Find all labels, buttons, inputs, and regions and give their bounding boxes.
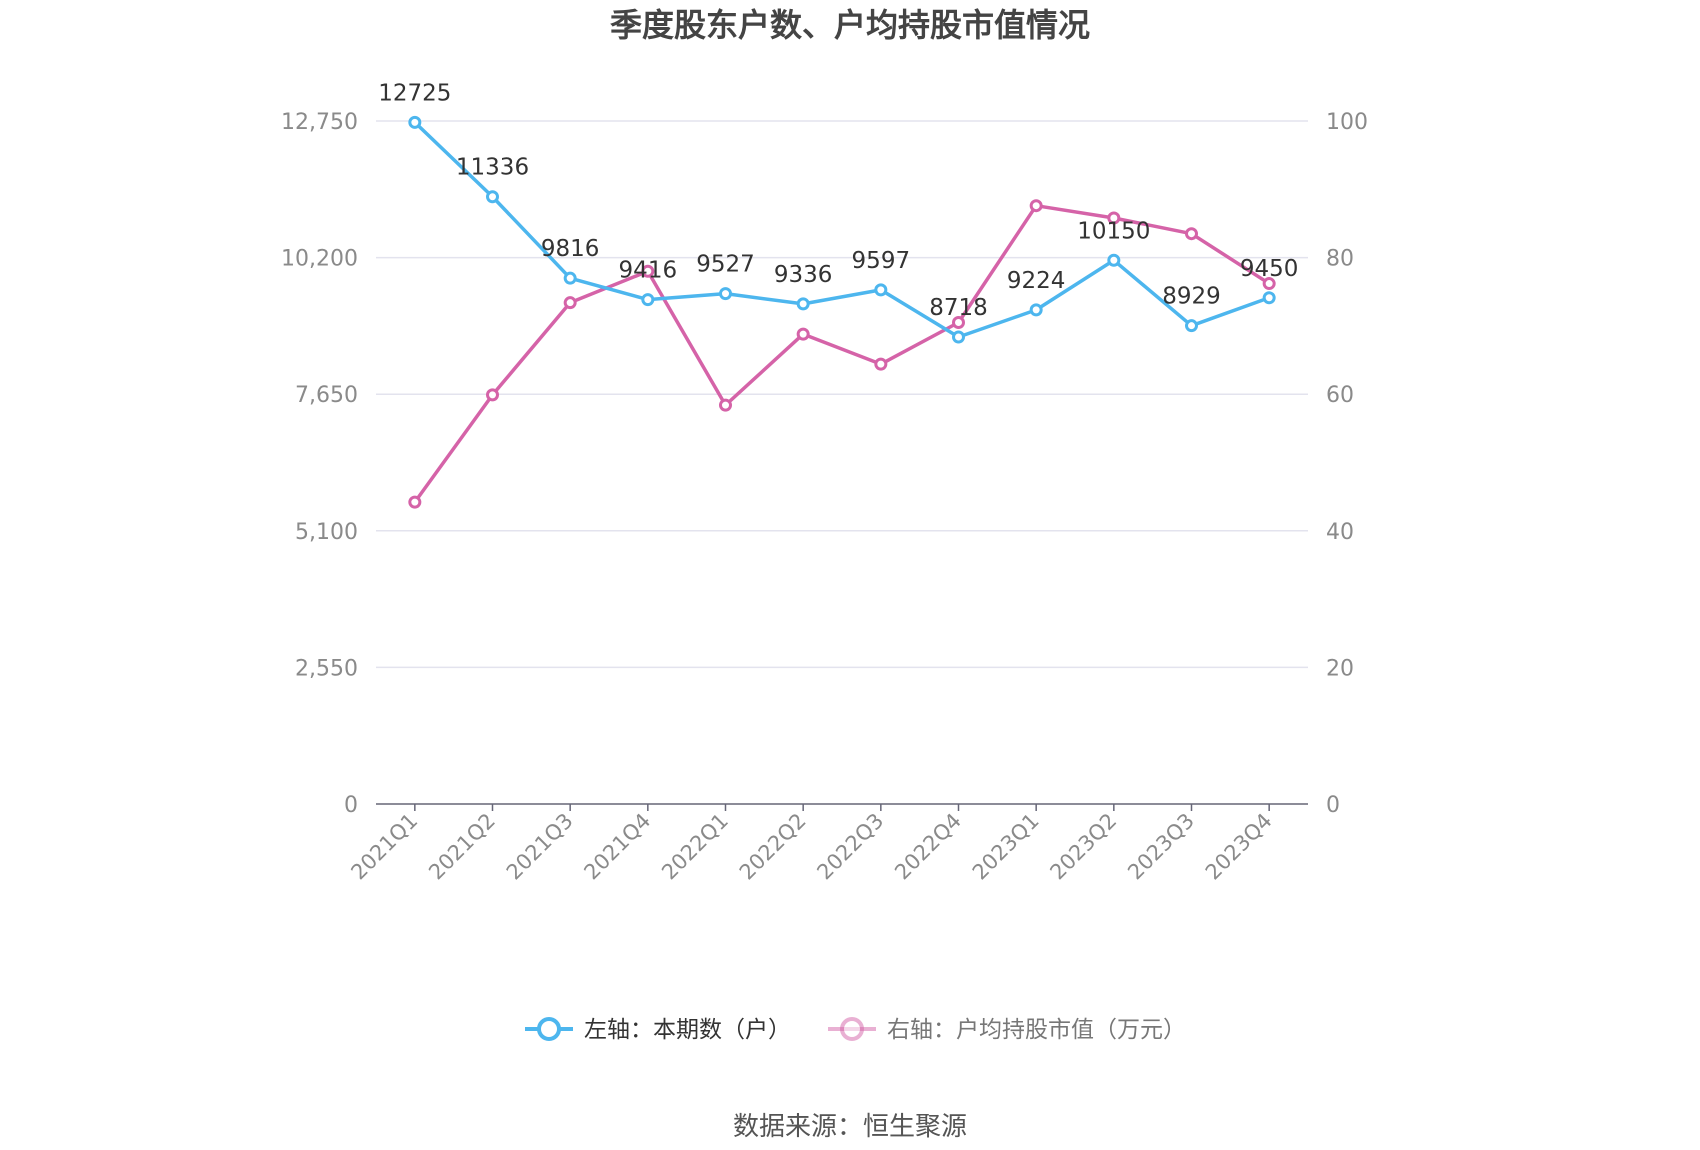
series-left-point — [952, 330, 965, 344]
y-left-tick-label: 2,550 — [295, 656, 358, 681]
legend-item-left[interactable]: 左轴：本期数（户） — [525, 1017, 791, 1043]
series-left-point — [563, 271, 577, 285]
y-left-tick-label: 12,750 — [281, 110, 358, 135]
data-label: 8929 — [1162, 284, 1221, 310]
data-label: 9224 — [1007, 268, 1066, 294]
legend-label-left: 左轴：本期数（户） — [584, 1017, 791, 1043]
y-right-tick-label: 80 — [1326, 247, 1354, 272]
data-labels: 12725 11336 9816 9416 9527 9336 9597 8718 9224 10… — [378, 80, 1298, 321]
data-label: 10150 — [1077, 218, 1150, 244]
x-tick-label: 2021Q1 — [346, 809, 422, 885]
series-right-point — [1185, 227, 1198, 241]
series-right-line — [413, 203, 1271, 504]
series-left-point — [641, 293, 655, 307]
x-tick-label: 2023Q1 — [968, 809, 1044, 885]
data-label: 12725 — [378, 80, 451, 106]
series-left-point — [408, 115, 422, 129]
y-left-tick-label: 0 — [344, 793, 358, 818]
data-label: 9416 — [619, 258, 678, 284]
series-left — [408, 115, 1276, 344]
series-right-point — [1107, 211, 1121, 225]
data-label: 8718 — [929, 295, 988, 321]
series-left-point — [1029, 303, 1043, 317]
x-tick-label: 2022Q2 — [735, 809, 811, 885]
data-label: 9597 — [852, 248, 911, 274]
series-right-point — [1262, 277, 1276, 291]
series-left-point — [874, 283, 888, 297]
y-right-tick-label: 100 — [1326, 110, 1368, 135]
series-right-point — [719, 398, 732, 412]
x-tick-label: 2023Q4 — [1201, 809, 1277, 885]
series-right — [408, 199, 1276, 509]
series-left-point — [1262, 291, 1276, 305]
data-source: 数据来源：恒生聚源 — [733, 1112, 967, 1142]
x-tick-label: 2022Q1 — [657, 809, 733, 885]
series-right-point — [408, 495, 422, 509]
legend[interactable]: 左轴：本期数（户） 右轴：户均持股市值（万元） — [525, 1017, 1186, 1043]
x-tick-label: 2023Q2 — [1045, 809, 1121, 885]
x-tick-label: 2022Q3 — [812, 809, 888, 885]
chart-title: 季度股东户数、户均持股市值情况 — [610, 6, 1090, 44]
x-tick-label: 2022Q4 — [890, 809, 966, 885]
series-right-point — [641, 264, 655, 278]
x-tick-label: 2021Q3 — [502, 809, 578, 885]
y-right-tick-label: 20 — [1326, 656, 1354, 681]
legend-item-right[interactable]: 右轴：户均持股市值（万元） — [828, 1017, 1186, 1043]
series-left-point — [719, 287, 732, 301]
series-right-point — [486, 388, 499, 402]
grid-lines — [376, 120, 1308, 669]
series-right-point — [952, 315, 965, 329]
data-label: 11336 — [456, 155, 529, 181]
series-right-point — [874, 357, 888, 371]
series-right-point — [796, 327, 810, 341]
legend-marker-right — [840, 1017, 864, 1041]
series-left-point — [1185, 319, 1198, 333]
axes: 0 0 2,550 20 5,100 40 7,650 60 10,200 80 12,750 100… — [281, 110, 1368, 884]
data-label: 9450 — [1240, 256, 1299, 282]
y-left-tick-label: 10,200 — [281, 247, 358, 272]
series-right-point — [1029, 199, 1043, 213]
legend-marker-left — [537, 1017, 561, 1041]
series-left-point — [1107, 253, 1121, 267]
series-right-point — [563, 296, 577, 310]
y-left-tick-label: 7,650 — [295, 383, 358, 408]
y-right-tick-label: 0 — [1326, 793, 1340, 818]
x-tick-label: 2021Q2 — [424, 809, 500, 885]
series-left-point — [796, 297, 810, 311]
data-label: 9816 — [541, 236, 600, 262]
data-label: 9527 — [696, 252, 755, 278]
y-right-tick-label: 40 — [1326, 520, 1354, 545]
series-left-point — [486, 190, 499, 204]
x-tick-label: 2021Q4 — [579, 809, 655, 885]
series-left-line — [413, 121, 1270, 339]
y-left-tick-label: 5,100 — [295, 520, 358, 545]
legend-label-right: 右轴：户均持股市值（万元） — [887, 1017, 1186, 1043]
x-tick-label: 2023Q3 — [1123, 809, 1199, 885]
y-right-tick-label: 60 — [1326, 383, 1354, 408]
data-label: 9336 — [774, 262, 833, 288]
